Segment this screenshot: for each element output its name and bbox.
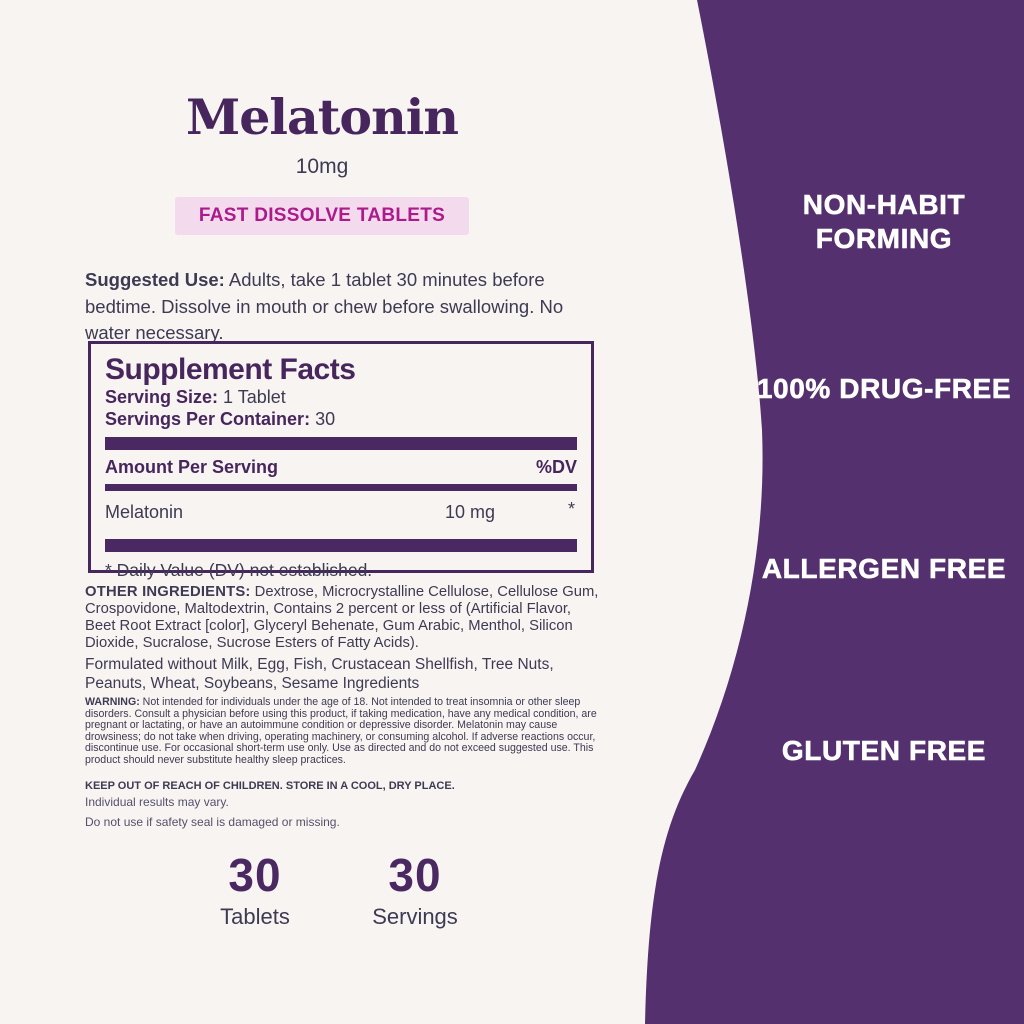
tablet-count-unit: Tablets bbox=[220, 904, 290, 929]
divider-thin bbox=[105, 484, 577, 491]
suggested-use: Suggested Use: Adults, take 1 tablet 30 … bbox=[85, 267, 597, 347]
warning-text: Not intended for individuals under the a… bbox=[85, 696, 597, 766]
claim-allergen-free: ALLERGEN FREE bbox=[761, 553, 1007, 585]
results-may-vary: Individual results may vary. bbox=[85, 795, 229, 809]
tablet-count-value: 30 bbox=[228, 849, 282, 901]
badge-row: FAST DISSOLVE TABLETS bbox=[67, 197, 577, 235]
tablet-count: 30 Tablets bbox=[190, 852, 320, 930]
supplement-facts-heading: Supplement Facts bbox=[105, 353, 356, 386]
ingredient-dv: * bbox=[567, 499, 575, 519]
servings-label: Servings Per Container: bbox=[105, 409, 311, 429]
facts-header-row: Amount Per Serving %DV bbox=[105, 450, 577, 484]
keep-out-of-reach: KEEP OUT OF REACH OF CHILDREN. STORE IN … bbox=[85, 780, 455, 792]
claim-non-habit-forming: NON-HABIT FORMING bbox=[802, 189, 966, 255]
servings-value: 30 bbox=[310, 409, 336, 429]
supplement-facts-panel: Supplement Facts Serving Size: 1 Tablet … bbox=[88, 341, 594, 580]
suggested-use-text: Adults, take 1 tablet 30 minutes before … bbox=[85, 269, 564, 343]
product-title: Melatonin bbox=[186, 88, 459, 146]
other-ingredients-label: OTHER INGREDIENTS: bbox=[85, 584, 251, 600]
serving-size-label: Serving Size: bbox=[105, 387, 219, 407]
serving-count-unit: Servings bbox=[372, 904, 458, 929]
dv-footnote: * Daily Value (DV) not established. bbox=[105, 560, 373, 580]
ingredient-name: Melatonin bbox=[105, 502, 184, 522]
warning: WARNING: Not intended for individuals un… bbox=[85, 696, 600, 766]
ingredient-row: Melatonin 10 mg * bbox=[105, 491, 577, 532]
servings-per-container-line: Servings Per Container: 30 bbox=[105, 408, 577, 430]
fast-dissolve-badge: FAST DISSOLVE TABLETS bbox=[174, 197, 470, 235]
purple-wave-shape bbox=[645, 0, 1024, 1024]
serving-count-value: 30 bbox=[388, 849, 442, 901]
claim-drug-free: 100% DRUG-FREE bbox=[756, 373, 1012, 405]
divider-thick-top bbox=[105, 437, 577, 450]
amount-per-serving-header: Amount Per Serving bbox=[105, 457, 279, 477]
serving-count: 30 Servings bbox=[350, 852, 480, 930]
dosage-text: 10mg bbox=[295, 155, 349, 178]
other-ingredients: OTHER INGREDIENTS: Dextrose, Microcrysta… bbox=[85, 584, 605, 652]
safety-seal-notice: Do not use if safety seal is damaged or … bbox=[85, 815, 340, 829]
other-ingredients-text: Dextrose, Microcrystalline Cellulose, Ce… bbox=[85, 584, 599, 651]
divider-thick-bottom bbox=[105, 539, 577, 552]
suggested-use-label: Suggested Use: bbox=[85, 269, 225, 290]
serving-size-value: 1 Tablet bbox=[218, 387, 286, 407]
formulated-without: Formulated without Milk, Egg, Fish, Crus… bbox=[85, 656, 554, 692]
dv-header: %DV bbox=[535, 457, 577, 477]
ingredient-amount: 10 mg bbox=[445, 502, 496, 522]
claim-gluten-free: GLUTEN FREE bbox=[781, 735, 987, 767]
warning-label: WARNING: bbox=[85, 696, 140, 708]
serving-size-line: Serving Size: 1 Tablet bbox=[105, 386, 577, 408]
